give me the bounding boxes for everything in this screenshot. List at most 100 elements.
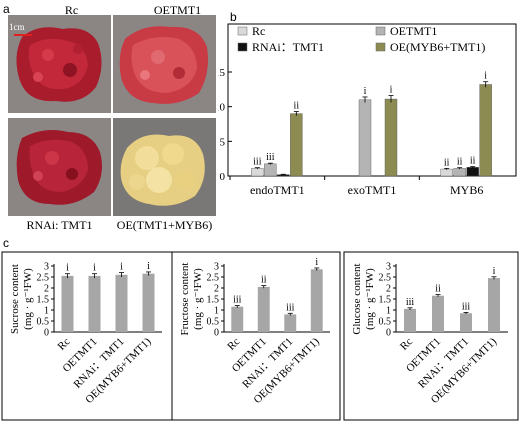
photo-label-rc: Rc [64,3,79,17]
significance-label: i [120,262,123,273]
y-tick-label: 2 [214,284,219,295]
bar-oetmt1 [432,295,444,332]
callus-photo-oe-combo [113,118,216,216]
bar-oetmt1-exotmt1 [358,99,372,177]
y-tick-label: 15 [218,67,226,79]
legend-swatch-oe-myb6-tmt1 [375,42,386,52]
legend-swatch-rnai-tmt1 [237,42,248,52]
scale-label: 1cm [9,22,25,32]
y-tick-label: 1 [214,306,219,317]
sugar-chart-1: Sucrose content (mg · g⁻¹FW) 00.511.522.53… [1,251,173,421]
y-axis-title: Glucose content [351,263,363,334]
significance-label: i [315,257,318,268]
bar-rnai-tmt1 [284,314,297,332]
y-tick-label: 0.5 [207,317,220,328]
y-tick-label: 2 [386,284,391,295]
bar-rnai-tmt1 [115,274,128,332]
bar-oe-myb6-tmt1 [488,278,500,332]
x-tick-label-myb6: MYB6 [450,183,483,197]
y-axis-unit: (mg · g⁻¹FW) [364,268,376,330]
significance-label: iii [286,302,295,313]
panel-c-letter: c [3,236,9,250]
legend-label-oe-myb6-tmt1: OE(MYB6+TMT1) [390,40,485,54]
callus-photo-rc [8,15,111,113]
legend-swatch-rc [237,26,248,36]
chart-frame [171,251,341,421]
y-axis-title: Sucrose content [9,264,21,334]
bar-rnai-tmt1 [460,313,472,332]
bar-oetmt1-endotmt1 [264,163,277,177]
y-tick-label: 2 [44,284,49,295]
y-tick-label: 5 [220,136,226,148]
y-tick-label: 0 [214,328,219,339]
x-tick-label-endotmt1: endoTMT1 [250,183,305,197]
y-tick-label: 1 [386,306,391,317]
significance-label: i [66,263,69,274]
significance-label: i [93,263,96,274]
bar-oe-myb6-tmt1 [142,273,155,332]
sugar-chart-3: Glucose content (mg · g⁻¹FW) 00.511.522.53… [343,251,519,421]
bar-rc [231,306,244,332]
significance-label: iii [253,157,262,168]
y-tick-label: 1.5 [207,295,220,306]
legend-label-rc: Rc [252,24,265,38]
y-tick-label: 3 [214,262,219,273]
legend-label-oetmt1: OETMT1 [390,24,437,38]
bar-rc-myb6 [440,168,453,177]
chart-frame [343,251,519,421]
bar-rc [404,308,416,332]
significance-label: iii [266,152,275,163]
y-tick-label: 1 [44,306,49,317]
significance-label: i [147,261,150,272]
sugar-chart-2: Fructose content (mg · g⁻¹FW) 00.511.522.5… [171,251,341,421]
bar-rc [61,275,74,332]
bar-oe-myb6-tmt1-endotmt1 [290,113,303,177]
bar-oetmt1 [257,286,270,332]
y-axis-unit: (mg · g⁻¹FW) [22,268,34,330]
chart-b-frame [227,23,517,177]
y-tick-label: 1.5 [37,295,50,306]
significance-label: ii [470,156,476,167]
photo-label-oe-combo: OE(TMT1+MYB6) [116,218,213,232]
significance-label: ii [261,275,267,286]
callus-photo-rnai [8,118,111,216]
y-tick-label: 0 [44,328,49,339]
y-tick-label: 2.5 [37,273,50,284]
y-tick-label: 3 [386,262,391,273]
bar-oe-myb6-tmt1-exotmt1 [384,98,398,177]
legend-swatch-oetmt1 [375,26,386,36]
bar-rc-endotmt1 [251,168,264,177]
y-tick-label: 3 [44,262,49,273]
significance-label: i [484,71,487,82]
significance-label: ii [294,101,300,112]
x-tick-label-exotmt1: exoTMT1 [348,183,397,197]
significance-label: iii [233,295,242,306]
significance-label: ii [444,157,450,168]
bar-oe-myb6-tmt1 [310,269,323,332]
bar-rnai-tmt1-myb6 [466,167,479,177]
callus-photo-oetmt1 [113,15,216,113]
y-axis-title: Fructose content [179,262,191,335]
significance-label: ii [435,284,441,295]
y-tick-label: 2.5 [379,273,392,284]
significance-label: i [390,85,393,96]
expression-chart: Rc OETMT1 RNAi：TMT1 OE(MYB6+TMT1) 0 5 10 15 end… [218,23,517,197]
sugar-charts: Sucrose content (mg · g⁻¹FW)00.511.522.53… [1,251,519,421]
significance-label: i [493,266,496,277]
x-tick-label-rc: Rc [225,336,242,353]
x-tick-label-rc: Rc [55,336,72,353]
bar-oe-myb6-tmt1-myb6 [479,84,492,177]
y-tick-label: 10 [218,102,226,114]
y-tick-label: 0.5 [37,317,50,328]
bar-oetmt1-myb6 [453,168,466,177]
x-tick-label-rc: Rc [398,336,415,353]
legend-label-rnai-tmt1: RNAi：TMT1 [252,40,324,54]
panel-b-letter: b [230,10,237,24]
significance-label: i [364,86,367,97]
significance-label: iii [406,297,415,308]
photo-label-rnai: RNAi: TMT1 [26,218,93,232]
photo-label-oetmt1: OETMT1 [153,3,202,17]
y-tick-label: 0 [386,328,391,339]
y-tick-label: 0.5 [379,317,392,328]
